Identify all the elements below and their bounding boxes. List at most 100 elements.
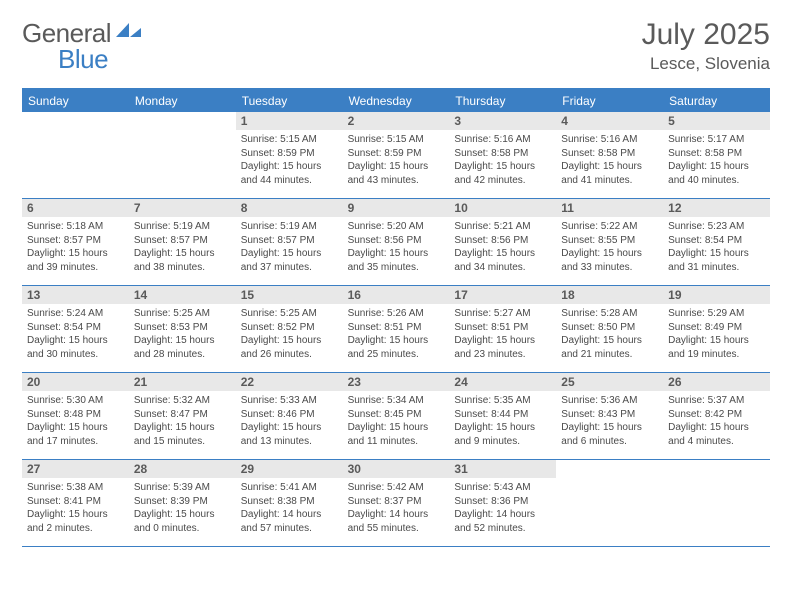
day-cell: 1Sunrise: 5:15 AMSunset: 8:59 PMDaylight… (236, 112, 343, 198)
sunrise-text: Sunrise: 5:15 AM (348, 133, 445, 147)
day-number: 8 (236, 199, 343, 217)
day-number: 10 (449, 199, 556, 217)
day-number: 14 (129, 286, 236, 304)
calendar: SundayMondayTuesdayWednesdayThursdayFrid… (22, 88, 770, 547)
day-number: 17 (449, 286, 556, 304)
sunset-text: Sunset: 8:52 PM (241, 321, 338, 335)
sunset-text: Sunset: 8:59 PM (241, 147, 338, 161)
day-details: Sunrise: 5:30 AMSunset: 8:48 PMDaylight:… (22, 391, 129, 452)
sunrise-text: Sunrise: 5:17 AM (668, 133, 765, 147)
sunset-text: Sunset: 8:47 PM (134, 408, 231, 422)
day-details: Sunrise: 5:35 AMSunset: 8:44 PMDaylight:… (449, 391, 556, 452)
day-cell: 11Sunrise: 5:22 AMSunset: 8:55 PMDayligh… (556, 199, 663, 285)
day-details: Sunrise: 5:21 AMSunset: 8:56 PMDaylight:… (449, 217, 556, 278)
day-cell (556, 460, 663, 546)
daylight-text: Daylight: 15 hours and 42 minutes. (454, 160, 551, 187)
day-header: Tuesday (236, 90, 343, 112)
day-details: Sunrise: 5:38 AMSunset: 8:41 PMDaylight:… (22, 478, 129, 539)
daylight-text: Daylight: 15 hours and 41 minutes. (561, 160, 658, 187)
day-number: 15 (236, 286, 343, 304)
day-cell: 12Sunrise: 5:23 AMSunset: 8:54 PMDayligh… (663, 199, 770, 285)
day-number: 19 (663, 286, 770, 304)
day-cell: 17Sunrise: 5:27 AMSunset: 8:51 PMDayligh… (449, 286, 556, 372)
daylight-text: Daylight: 14 hours and 55 minutes. (348, 508, 445, 535)
day-details: Sunrise: 5:20 AMSunset: 8:56 PMDaylight:… (343, 217, 450, 278)
sunset-text: Sunset: 8:37 PM (348, 495, 445, 509)
day-cell: 23Sunrise: 5:34 AMSunset: 8:45 PMDayligh… (343, 373, 450, 459)
sunset-text: Sunset: 8:38 PM (241, 495, 338, 509)
day-cell: 15Sunrise: 5:25 AMSunset: 8:52 PMDayligh… (236, 286, 343, 372)
sunset-text: Sunset: 8:53 PM (134, 321, 231, 335)
day-number: 12 (663, 199, 770, 217)
location-label: Lesce, Slovenia (642, 54, 770, 74)
month-title: July 2025 (642, 18, 770, 52)
sunset-text: Sunset: 8:54 PM (668, 234, 765, 248)
sunrise-text: Sunrise: 5:16 AM (454, 133, 551, 147)
week-row: 1Sunrise: 5:15 AMSunset: 8:59 PMDaylight… (22, 112, 770, 199)
daylight-text: Daylight: 15 hours and 21 minutes. (561, 334, 658, 361)
day-details: Sunrise: 5:43 AMSunset: 8:36 PMDaylight:… (449, 478, 556, 539)
sunrise-text: Sunrise: 5:15 AM (241, 133, 338, 147)
day-details: Sunrise: 5:37 AMSunset: 8:42 PMDaylight:… (663, 391, 770, 452)
daylight-text: Daylight: 15 hours and 39 minutes. (27, 247, 124, 274)
day-cell: 30Sunrise: 5:42 AMSunset: 8:37 PMDayligh… (343, 460, 450, 546)
day-number: 3 (449, 112, 556, 130)
day-number: 23 (343, 373, 450, 391)
daylight-text: Daylight: 15 hours and 37 minutes. (241, 247, 338, 274)
sunrise-text: Sunrise: 5:26 AM (348, 307, 445, 321)
day-header: Saturday (663, 90, 770, 112)
sunset-text: Sunset: 8:58 PM (454, 147, 551, 161)
day-details: Sunrise: 5:28 AMSunset: 8:50 PMDaylight:… (556, 304, 663, 365)
day-number: 11 (556, 199, 663, 217)
sunset-text: Sunset: 8:55 PM (561, 234, 658, 248)
daylight-text: Daylight: 14 hours and 52 minutes. (454, 508, 551, 535)
daylight-text: Daylight: 15 hours and 19 minutes. (668, 334, 765, 361)
day-details: Sunrise: 5:39 AMSunset: 8:39 PMDaylight:… (129, 478, 236, 539)
day-header: Wednesday (343, 90, 450, 112)
sunrise-text: Sunrise: 5:37 AM (668, 394, 765, 408)
day-details: Sunrise: 5:32 AMSunset: 8:47 PMDaylight:… (129, 391, 236, 452)
logo: General Blue (22, 18, 144, 49)
sunset-text: Sunset: 8:59 PM (348, 147, 445, 161)
day-number: 7 (129, 199, 236, 217)
week-row: 6Sunrise: 5:18 AMSunset: 8:57 PMDaylight… (22, 199, 770, 286)
sunset-text: Sunset: 8:43 PM (561, 408, 658, 422)
day-header: Friday (556, 90, 663, 112)
day-header: Thursday (449, 90, 556, 112)
daylight-text: Daylight: 15 hours and 44 minutes. (241, 160, 338, 187)
sunrise-text: Sunrise: 5:36 AM (561, 394, 658, 408)
day-cell (22, 112, 129, 198)
logo-sail-icon (116, 19, 142, 44)
day-number: 4 (556, 112, 663, 130)
day-cell: 13Sunrise: 5:24 AMSunset: 8:54 PMDayligh… (22, 286, 129, 372)
sunrise-text: Sunrise: 5:16 AM (561, 133, 658, 147)
day-cell (663, 460, 770, 546)
day-details: Sunrise: 5:42 AMSunset: 8:37 PMDaylight:… (343, 478, 450, 539)
day-cell: 31Sunrise: 5:43 AMSunset: 8:36 PMDayligh… (449, 460, 556, 546)
day-cell: 21Sunrise: 5:32 AMSunset: 8:47 PMDayligh… (129, 373, 236, 459)
daylight-text: Daylight: 15 hours and 33 minutes. (561, 247, 658, 274)
sunrise-text: Sunrise: 5:27 AM (454, 307, 551, 321)
day-cell: 19Sunrise: 5:29 AMSunset: 8:49 PMDayligh… (663, 286, 770, 372)
daylight-text: Daylight: 14 hours and 57 minutes. (241, 508, 338, 535)
daylight-text: Daylight: 15 hours and 4 minutes. (668, 421, 765, 448)
sunset-text: Sunset: 8:56 PM (454, 234, 551, 248)
day-number: 13 (22, 286, 129, 304)
day-cell: 9Sunrise: 5:20 AMSunset: 8:56 PMDaylight… (343, 199, 450, 285)
sunrise-text: Sunrise: 5:19 AM (241, 220, 338, 234)
day-cell: 3 Sunrise: 5:16 AMSunset: 8:58 PMDaylight… (449, 112, 556, 198)
sunset-text: Sunset: 8:57 PM (134, 234, 231, 248)
daylight-text: Daylight: 15 hours and 9 minutes. (454, 421, 551, 448)
sunrise-text: Sunrise: 5:19 AM (134, 220, 231, 234)
day-number: 16 (343, 286, 450, 304)
daylight-text: Daylight: 15 hours and 34 minutes. (454, 247, 551, 274)
sunrise-text: Sunrise: 5:43 AM (454, 481, 551, 495)
day-cell: 14Sunrise: 5:25 AMSunset: 8:53 PMDayligh… (129, 286, 236, 372)
sunset-text: Sunset: 8:51 PM (348, 321, 445, 335)
daylight-text: Daylight: 15 hours and 30 minutes. (27, 334, 124, 361)
day-cell: 24Sunrise: 5:35 AMSunset: 8:44 PMDayligh… (449, 373, 556, 459)
day-number: 29 (236, 460, 343, 478)
day-number: 24 (449, 373, 556, 391)
day-header: Sunday (22, 90, 129, 112)
day-number: 6 (22, 199, 129, 217)
